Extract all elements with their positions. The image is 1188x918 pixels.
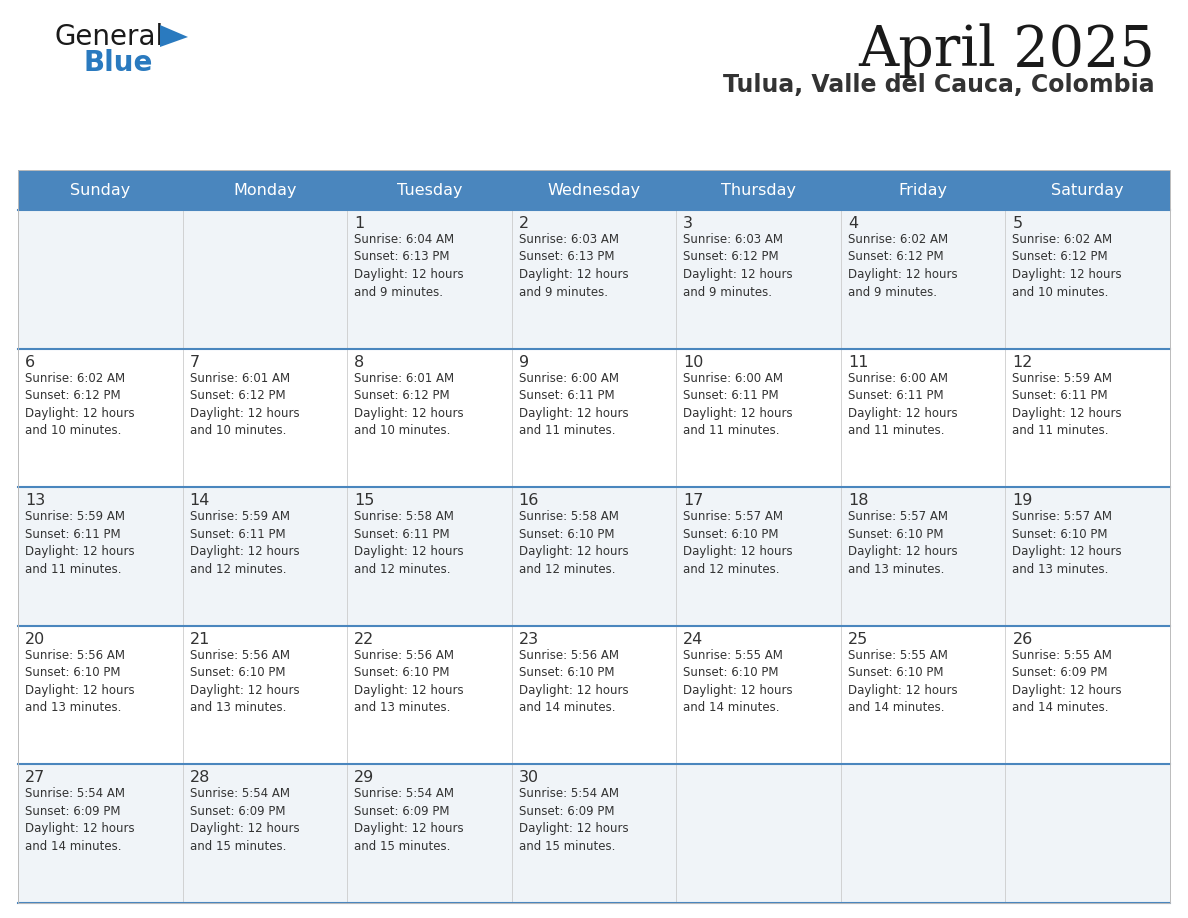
Text: 28: 28 xyxy=(190,770,210,786)
Text: Tulua, Valle del Cauca, Colombia: Tulua, Valle del Cauca, Colombia xyxy=(723,73,1155,97)
Bar xyxy=(18,765,1170,903)
Text: Blue: Blue xyxy=(83,49,152,77)
Text: Sunrise: 5:56 AM
Sunset: 6:10 PM
Daylight: 12 hours
and 13 minutes.: Sunrise: 5:56 AM Sunset: 6:10 PM Dayligh… xyxy=(190,649,299,714)
Text: Monday: Monday xyxy=(233,183,297,197)
Text: Sunrise: 5:56 AM
Sunset: 6:10 PM
Daylight: 12 hours
and 13 minutes.: Sunrise: 5:56 AM Sunset: 6:10 PM Dayligh… xyxy=(354,649,463,714)
Text: Sunrise: 5:54 AM
Sunset: 6:09 PM
Daylight: 12 hours
and 15 minutes.: Sunrise: 5:54 AM Sunset: 6:09 PM Dayligh… xyxy=(354,788,463,853)
Text: 21: 21 xyxy=(190,632,210,647)
Text: 14: 14 xyxy=(190,493,210,509)
Text: 25: 25 xyxy=(848,632,868,647)
Text: Sunrise: 6:01 AM
Sunset: 6:12 PM
Daylight: 12 hours
and 10 minutes.: Sunrise: 6:01 AM Sunset: 6:12 PM Dayligh… xyxy=(354,372,463,437)
Text: 17: 17 xyxy=(683,493,703,509)
Text: Sunrise: 5:54 AM
Sunset: 6:09 PM
Daylight: 12 hours
and 14 minutes.: Sunrise: 5:54 AM Sunset: 6:09 PM Dayligh… xyxy=(25,788,134,853)
Text: Sunrise: 6:03 AM
Sunset: 6:12 PM
Daylight: 12 hours
and 9 minutes.: Sunrise: 6:03 AM Sunset: 6:12 PM Dayligh… xyxy=(683,233,792,298)
Text: 23: 23 xyxy=(519,632,539,647)
Text: 10: 10 xyxy=(683,354,703,370)
Text: Sunrise: 6:02 AM
Sunset: 6:12 PM
Daylight: 12 hours
and 9 minutes.: Sunrise: 6:02 AM Sunset: 6:12 PM Dayligh… xyxy=(848,233,958,298)
Text: 13: 13 xyxy=(25,493,45,509)
Text: 15: 15 xyxy=(354,493,374,509)
Text: 26: 26 xyxy=(1012,632,1032,647)
Text: Sunrise: 5:56 AM
Sunset: 6:10 PM
Daylight: 12 hours
and 13 minutes.: Sunrise: 5:56 AM Sunset: 6:10 PM Dayligh… xyxy=(25,649,134,714)
Text: Sunrise: 5:59 AM
Sunset: 6:11 PM
Daylight: 12 hours
and 12 minutes.: Sunrise: 5:59 AM Sunset: 6:11 PM Dayligh… xyxy=(190,510,299,576)
Text: 16: 16 xyxy=(519,493,539,509)
Text: Tuesday: Tuesday xyxy=(397,183,462,197)
Polygon shape xyxy=(160,25,188,47)
Text: 24: 24 xyxy=(683,632,703,647)
Text: 22: 22 xyxy=(354,632,374,647)
Text: Wednesday: Wednesday xyxy=(548,183,640,197)
Text: 4: 4 xyxy=(848,216,858,231)
Text: Sunrise: 5:54 AM
Sunset: 6:09 PM
Daylight: 12 hours
and 15 minutes.: Sunrise: 5:54 AM Sunset: 6:09 PM Dayligh… xyxy=(190,788,299,853)
Text: Sunrise: 6:03 AM
Sunset: 6:13 PM
Daylight: 12 hours
and 9 minutes.: Sunrise: 6:03 AM Sunset: 6:13 PM Dayligh… xyxy=(519,233,628,298)
Text: Saturday: Saturday xyxy=(1051,183,1124,197)
Text: Sunrise: 6:04 AM
Sunset: 6:13 PM
Daylight: 12 hours
and 9 minutes.: Sunrise: 6:04 AM Sunset: 6:13 PM Dayligh… xyxy=(354,233,463,298)
Bar xyxy=(18,349,1170,487)
Text: Sunrise: 5:55 AM
Sunset: 6:10 PM
Daylight: 12 hours
and 14 minutes.: Sunrise: 5:55 AM Sunset: 6:10 PM Dayligh… xyxy=(848,649,958,714)
Text: Sunrise: 5:55 AM
Sunset: 6:10 PM
Daylight: 12 hours
and 14 minutes.: Sunrise: 5:55 AM Sunset: 6:10 PM Dayligh… xyxy=(683,649,792,714)
Text: Sunrise: 5:57 AM
Sunset: 6:10 PM
Daylight: 12 hours
and 13 minutes.: Sunrise: 5:57 AM Sunset: 6:10 PM Dayligh… xyxy=(848,510,958,576)
Text: Thursday: Thursday xyxy=(721,183,796,197)
Text: 11: 11 xyxy=(848,354,868,370)
Bar xyxy=(18,626,1170,765)
Text: 3: 3 xyxy=(683,216,694,231)
Text: Sunrise: 5:57 AM
Sunset: 6:10 PM
Daylight: 12 hours
and 12 minutes.: Sunrise: 5:57 AM Sunset: 6:10 PM Dayligh… xyxy=(683,510,792,576)
Text: 9: 9 xyxy=(519,354,529,370)
Text: 12: 12 xyxy=(1012,354,1032,370)
Text: 7: 7 xyxy=(190,354,200,370)
Text: 2: 2 xyxy=(519,216,529,231)
Text: Sunrise: 5:58 AM
Sunset: 6:11 PM
Daylight: 12 hours
and 12 minutes.: Sunrise: 5:58 AM Sunset: 6:11 PM Dayligh… xyxy=(354,510,463,576)
Text: Sunrise: 5:57 AM
Sunset: 6:10 PM
Daylight: 12 hours
and 13 minutes.: Sunrise: 5:57 AM Sunset: 6:10 PM Dayligh… xyxy=(1012,510,1121,576)
Text: Sunrise: 5:59 AM
Sunset: 6:11 PM
Daylight: 12 hours
and 11 minutes.: Sunrise: 5:59 AM Sunset: 6:11 PM Dayligh… xyxy=(25,510,134,576)
Text: Sunrise: 5:55 AM
Sunset: 6:09 PM
Daylight: 12 hours
and 14 minutes.: Sunrise: 5:55 AM Sunset: 6:09 PM Dayligh… xyxy=(1012,649,1121,714)
Text: Sunrise: 6:00 AM
Sunset: 6:11 PM
Daylight: 12 hours
and 11 minutes.: Sunrise: 6:00 AM Sunset: 6:11 PM Dayligh… xyxy=(683,372,792,437)
Bar xyxy=(18,170,1170,210)
Text: Sunrise: 6:00 AM
Sunset: 6:11 PM
Daylight: 12 hours
and 11 minutes.: Sunrise: 6:00 AM Sunset: 6:11 PM Dayligh… xyxy=(519,372,628,437)
Bar xyxy=(18,487,1170,626)
Text: 27: 27 xyxy=(25,770,45,786)
Text: Sunrise: 6:01 AM
Sunset: 6:12 PM
Daylight: 12 hours
and 10 minutes.: Sunrise: 6:01 AM Sunset: 6:12 PM Dayligh… xyxy=(190,372,299,437)
Text: April 2025: April 2025 xyxy=(858,23,1155,78)
Text: 18: 18 xyxy=(848,493,868,509)
Text: Sunrise: 6:00 AM
Sunset: 6:11 PM
Daylight: 12 hours
and 11 minutes.: Sunrise: 6:00 AM Sunset: 6:11 PM Dayligh… xyxy=(848,372,958,437)
Text: 6: 6 xyxy=(25,354,36,370)
Text: 5: 5 xyxy=(1012,216,1023,231)
Text: Sunday: Sunday xyxy=(70,183,131,197)
Text: Friday: Friday xyxy=(898,183,948,197)
Text: 1: 1 xyxy=(354,216,365,231)
Text: 20: 20 xyxy=(25,632,45,647)
Text: 19: 19 xyxy=(1012,493,1032,509)
Text: Sunrise: 5:58 AM
Sunset: 6:10 PM
Daylight: 12 hours
and 12 minutes.: Sunrise: 5:58 AM Sunset: 6:10 PM Dayligh… xyxy=(519,510,628,576)
Text: Sunrise: 6:02 AM
Sunset: 6:12 PM
Daylight: 12 hours
and 10 minutes.: Sunrise: 6:02 AM Sunset: 6:12 PM Dayligh… xyxy=(25,372,134,437)
Text: Sunrise: 6:02 AM
Sunset: 6:12 PM
Daylight: 12 hours
and 10 minutes.: Sunrise: 6:02 AM Sunset: 6:12 PM Dayligh… xyxy=(1012,233,1121,298)
Text: Sunrise: 5:56 AM
Sunset: 6:10 PM
Daylight: 12 hours
and 14 minutes.: Sunrise: 5:56 AM Sunset: 6:10 PM Dayligh… xyxy=(519,649,628,714)
Text: 29: 29 xyxy=(354,770,374,786)
Bar xyxy=(18,210,1170,349)
Text: Sunrise: 5:59 AM
Sunset: 6:11 PM
Daylight: 12 hours
and 11 minutes.: Sunrise: 5:59 AM Sunset: 6:11 PM Dayligh… xyxy=(1012,372,1121,437)
Bar xyxy=(18,170,1170,903)
Text: Sunrise: 5:54 AM
Sunset: 6:09 PM
Daylight: 12 hours
and 15 minutes.: Sunrise: 5:54 AM Sunset: 6:09 PM Dayligh… xyxy=(519,788,628,853)
Text: 8: 8 xyxy=(354,354,365,370)
Text: 30: 30 xyxy=(519,770,539,786)
Text: General: General xyxy=(55,23,164,51)
